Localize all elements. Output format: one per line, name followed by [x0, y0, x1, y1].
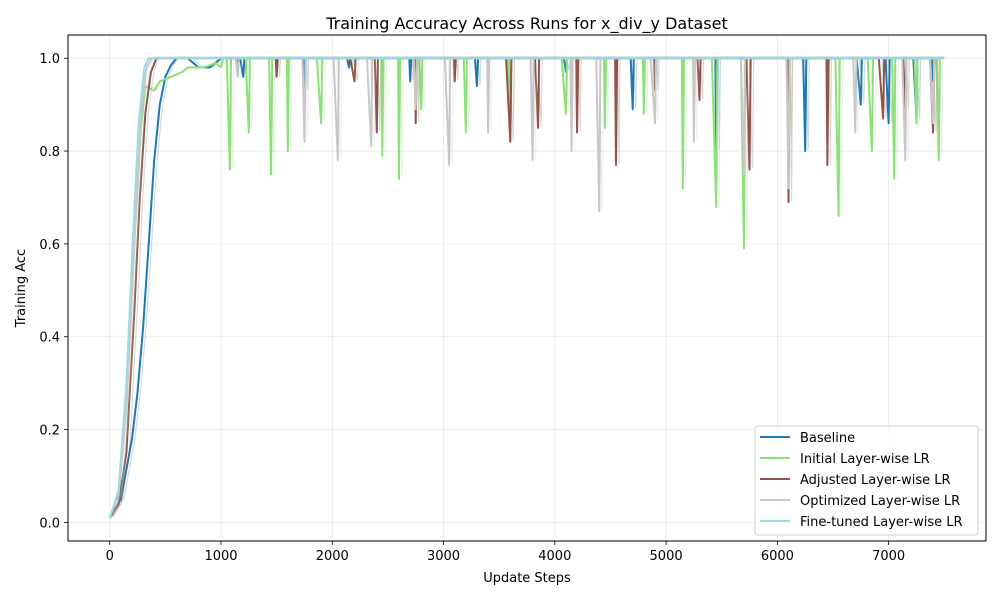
ticks: 0 1000 2000 3000 4000 5000 6000 7000 0.0 0.2 0.4 0.…: [39, 52, 905, 564]
x-tick-label: 2000: [316, 549, 349, 564]
x-tick-label: 1000: [204, 549, 237, 564]
legend-box: [754, 425, 979, 536]
legend-label: Fine-tuned Layer-wise LR: [800, 515, 963, 530]
legend: Baseline Initial Layer-wise LR Adjusted La…: [754, 425, 979, 536]
x-tick-label: 0: [106, 549, 114, 564]
legend-label: Initial Layer-wise LR: [800, 452, 930, 467]
y-tick-label: 1.0: [39, 52, 60, 67]
x-tick-label: 3000: [427, 549, 460, 564]
series-layer: [108, 56, 948, 519]
legend-label: Adjusted Layer-wise LR: [800, 473, 951, 488]
legend-label: Baseline: [800, 431, 855, 446]
y-tick-label: 0.2: [39, 424, 60, 439]
y-axis-label: Training Acc: [14, 249, 29, 328]
y-tick-label: 0.0: [39, 516, 60, 531]
x-tick-label: 5000: [650, 549, 683, 564]
x-tick-label: 7000: [872, 549, 905, 564]
series-line: [108, 57, 945, 519]
legend-label: Optimized Layer-wise LR: [800, 494, 960, 509]
x-tick-label: 6000: [761, 549, 794, 564]
x-tick-label: 4000: [538, 549, 571, 564]
plot-frame: [67, 34, 987, 542]
y-tick-label: 0.6: [39, 238, 60, 253]
y-tick-label: 0.8: [39, 145, 60, 160]
x-axis-label: Update Steps: [483, 571, 571, 586]
chart-title: Training Accuracy Across Runs for x_div_…: [325, 14, 728, 34]
y-tick-label: 0.4: [39, 331, 60, 346]
